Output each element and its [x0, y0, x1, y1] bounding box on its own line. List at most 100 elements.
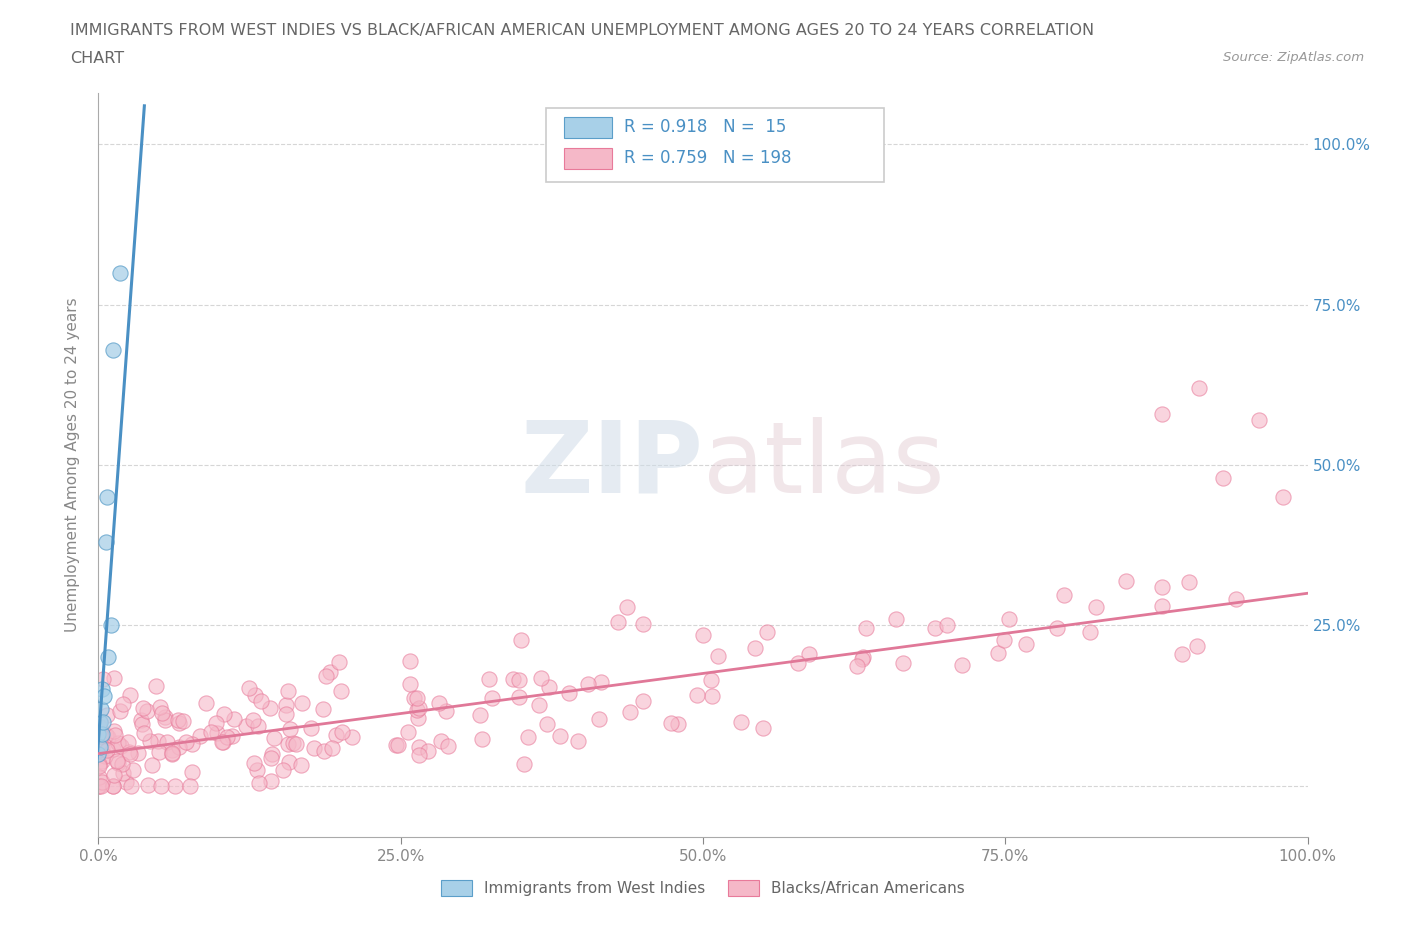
Point — [222, 711, 245, 726]
Point — [277, 737, 299, 751]
Point — [666, 716, 689, 731]
Point — [242, 713, 264, 728]
Point — [692, 627, 714, 642]
Point — [787, 656, 810, 671]
Text: IMMIGRANTS FROM WEST INDIES VS BLACK/AFRICAN AMERICAN UNEMPLOYMENT AMONG AGES 20: IMMIGRANTS FROM WEST INDIES VS BLACK/AFR… — [70, 23, 1094, 38]
Point — [118, 744, 141, 759]
Point — [94, 535, 117, 550]
Text: ZIP: ZIP — [520, 417, 703, 513]
Point — [181, 737, 204, 751]
Point — [131, 716, 153, 731]
Point — [87, 746, 110, 761]
Point — [936, 618, 959, 632]
Point — [107, 756, 129, 771]
Point — [271, 763, 294, 777]
Point — [87, 758, 110, 773]
Point — [517, 730, 540, 745]
Point — [107, 736, 129, 751]
Point — [172, 713, 194, 728]
Point — [91, 753, 114, 768]
Point — [558, 685, 581, 700]
Point — [852, 649, 875, 664]
Point — [148, 745, 170, 760]
Point — [156, 734, 179, 749]
Point — [702, 688, 724, 703]
Point — [89, 735, 111, 750]
Point — [89, 778, 111, 793]
Point — [179, 778, 201, 793]
Point — [110, 738, 132, 753]
Point — [87, 770, 110, 785]
Point — [94, 727, 117, 742]
Point — [277, 684, 299, 698]
Point — [416, 744, 439, 759]
Point — [1115, 573, 1137, 588]
Point — [607, 615, 630, 630]
Point — [242, 756, 264, 771]
Point — [993, 632, 1015, 647]
Point — [91, 714, 114, 729]
Point — [548, 728, 571, 743]
Point — [686, 687, 709, 702]
Point — [211, 734, 233, 749]
Point — [93, 671, 115, 686]
Point — [263, 730, 285, 745]
Point — [110, 757, 132, 772]
Point — [90, 728, 112, 743]
Point — [1177, 575, 1199, 590]
Point — [330, 724, 353, 739]
Point — [90, 778, 112, 793]
Point — [122, 763, 145, 777]
Point — [481, 690, 503, 705]
Point — [529, 698, 551, 712]
Point — [631, 694, 654, 709]
Point — [387, 737, 409, 752]
Point — [97, 650, 120, 665]
Point — [117, 735, 139, 750]
Point — [1015, 637, 1038, 652]
Point — [1052, 588, 1074, 603]
Point — [430, 734, 453, 749]
Point — [132, 725, 155, 740]
Point — [205, 725, 228, 740]
Point — [93, 749, 115, 764]
Point — [101, 342, 124, 357]
Point — [149, 778, 172, 793]
Point — [312, 743, 335, 758]
Point — [700, 672, 723, 687]
Point — [96, 489, 118, 504]
Point — [730, 714, 752, 729]
Point — [537, 679, 560, 694]
Point — [103, 778, 125, 793]
Point — [211, 734, 233, 749]
Point — [855, 620, 877, 635]
Point — [321, 740, 343, 755]
Point — [87, 778, 110, 793]
Point — [87, 727, 110, 742]
Point — [160, 745, 183, 760]
Point — [398, 676, 420, 691]
Point — [427, 696, 450, 711]
Point — [101, 778, 124, 793]
Point — [277, 755, 299, 770]
Point — [659, 715, 682, 730]
Point — [274, 707, 297, 722]
Point — [138, 734, 160, 749]
Point — [217, 729, 239, 744]
Point — [318, 664, 340, 679]
Point — [1185, 639, 1208, 654]
Point — [1150, 579, 1173, 594]
Point — [90, 740, 112, 755]
Point — [274, 698, 297, 712]
Point — [1212, 471, 1234, 485]
Point — [160, 747, 183, 762]
Point — [146, 734, 169, 749]
Point — [260, 751, 283, 765]
Point — [260, 774, 283, 789]
Point — [851, 651, 873, 666]
Point — [987, 645, 1010, 660]
Point — [247, 719, 270, 734]
Point — [290, 758, 312, 773]
Point — [153, 712, 176, 727]
Point — [707, 648, 730, 663]
